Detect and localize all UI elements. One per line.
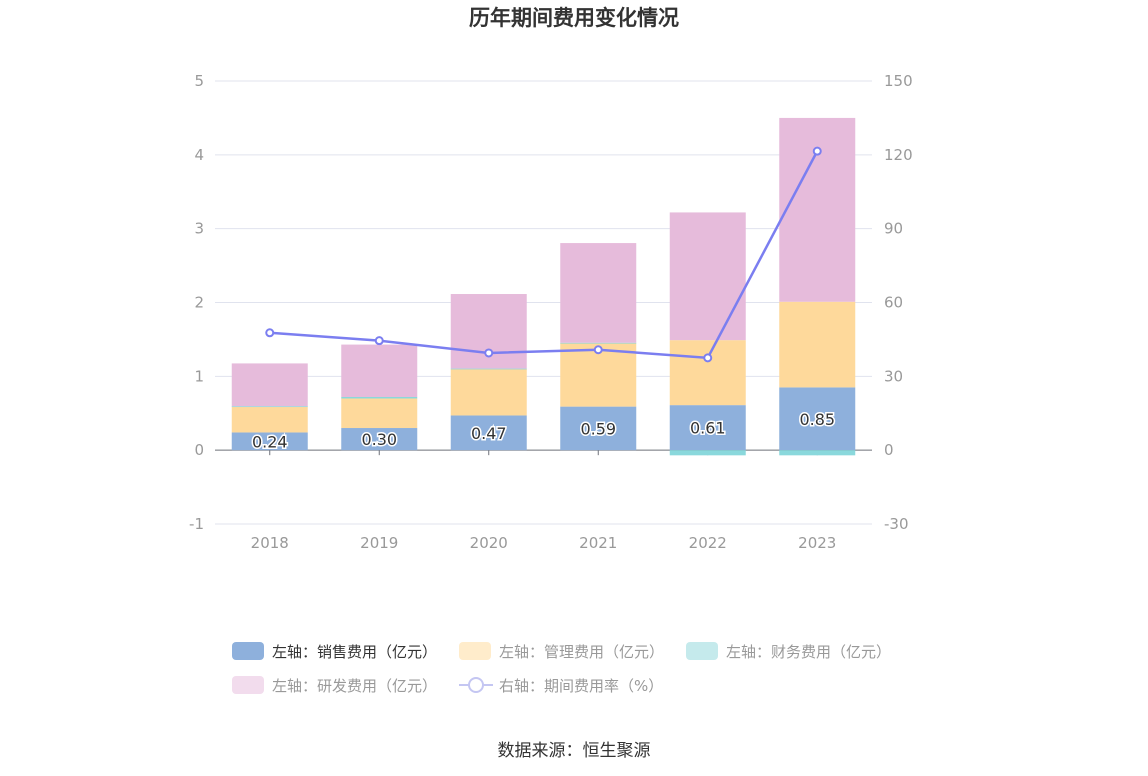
- right-tick-label: 120: [884, 146, 913, 164]
- bar-segment-1: [669, 340, 746, 406]
- right-tick-label: 90: [884, 220, 903, 238]
- legend-item-admin[interactable]: 左轴：管理费用（亿元）: [459, 641, 664, 662]
- bar-segment-2: [341, 397, 418, 399]
- x-tick-label: 2018: [251, 534, 289, 552]
- bar-value-label: 0.59: [580, 419, 616, 438]
- rate-point: [703, 353, 713, 363]
- bar-segment-3: [231, 363, 308, 407]
- bar-segment-0: [669, 405, 746, 451]
- data-source: 数据来源：恒生聚源: [497, 741, 651, 761]
- x-tick-label: 2021: [579, 534, 617, 552]
- x-tick-label: 2019: [360, 534, 398, 552]
- bar-segment-3: [669, 212, 746, 341]
- legend-line-icon: [459, 676, 494, 694]
- right-tick-label: 60: [884, 294, 903, 312]
- right-tick-label: 0: [884, 441, 894, 459]
- legend-item-finance[interactable]: 左轴：财务费用（亿元）: [686, 641, 891, 662]
- bar-segment-2: [779, 450, 856, 456]
- bar-segment-0: [231, 432, 308, 451]
- right-tick-label: 150: [884, 72, 913, 90]
- left-tick-label: 2: [194, 294, 204, 312]
- rate-point: [265, 328, 275, 338]
- left-tick-label: 3: [194, 220, 204, 238]
- bar-value-label: 0.61: [690, 419, 726, 438]
- rate-point: [593, 345, 603, 355]
- left-tick-label: 1: [194, 367, 204, 385]
- left-tick-label: 0: [194, 441, 204, 459]
- bar-segment-2: [560, 342, 637, 344]
- bar-value-label: 0.30: [361, 430, 397, 449]
- legend-item-rd[interactable]: 左轴：研发费用（亿元）: [232, 675, 437, 696]
- x-tick-label: 2023: [798, 534, 836, 552]
- left-tick-label: 5: [194, 72, 204, 90]
- bar-segment-2: [669, 450, 746, 456]
- bar-segment-3: [779, 117, 856, 302]
- bar-value-label: 0.24: [252, 432, 288, 451]
- legend-item-sales[interactable]: 左轴：销售费用（亿元）: [232, 641, 437, 662]
- legend-label-sales: 左轴：销售费用（亿元）: [272, 642, 438, 661]
- bar-segment-1: [341, 398, 418, 429]
- legend-label-finance: 左轴：财务费用（亿元）: [726, 642, 892, 661]
- bar-value-label: 0.85: [799, 410, 835, 429]
- left-tick-label: -1: [189, 515, 204, 533]
- x-axis: 2018 2019 2020 2021 2022 2023: [251, 534, 837, 552]
- right-axis: 150 120 90 60 30 0 -30: [884, 72, 913, 533]
- bar-value-label: 0.47: [471, 424, 507, 443]
- bar-segment-0: [779, 387, 856, 451]
- chart-title: 历年期间费用变化情况: [469, 6, 679, 30]
- rate-point: [374, 336, 384, 346]
- bar-segment-3: [341, 344, 418, 398]
- legend-item-rate[interactable]: 右轴：期间费用率（%）: [459, 675, 663, 696]
- right-tick-label: -30: [884, 515, 909, 533]
- legend-label-admin: 左轴：管理费用（亿元）: [499, 642, 665, 661]
- legend-label-rd: 左轴：研发费用（亿元）: [272, 676, 438, 695]
- bar-segment-2: [231, 406, 308, 408]
- x-tick-label: 2020: [470, 534, 508, 552]
- x-tick-label: 2022: [689, 534, 727, 552]
- rate-point: [812, 146, 822, 156]
- rate-line: [265, 146, 822, 363]
- bar-segment-0: [450, 415, 527, 451]
- grid-lines: [215, 80, 872, 525]
- bar-segment-2: [450, 368, 527, 370]
- bar-segment-0: [560, 406, 637, 451]
- legend: 左轴：销售费用（亿元） 左轴：管理费用（亿元） 左轴：财务费用（亿元） 左轴：研…: [232, 640, 952, 708]
- legend-swatch-rd: [232, 676, 264, 694]
- legend-swatch-sales: [232, 642, 264, 660]
- rate-line-path: [269, 150, 819, 360]
- left-axis: 5 4 3 2 1 0 -1: [189, 72, 204, 533]
- legend-swatch-finance: [686, 642, 719, 660]
- rate-point: [484, 348, 494, 358]
- bar-segment-1: [231, 406, 308, 433]
- legend-swatch-admin: [459, 642, 492, 660]
- bars: [231, 117, 856, 456]
- right-tick-label: 30: [884, 367, 903, 385]
- bar-segment-3: [560, 243, 637, 343]
- bar-segment-1: [779, 301, 856, 388]
- bar-segment-0: [341, 428, 418, 451]
- bar-segment-1: [450, 368, 527, 416]
- bar-labels: 0.24 0.30 0.47 0.59 0.61 0.85: [250, 408, 836, 453]
- left-tick-label: 4: [194, 146, 204, 164]
- legend-label-rate: 右轴：期间费用率（%）: [499, 676, 664, 695]
